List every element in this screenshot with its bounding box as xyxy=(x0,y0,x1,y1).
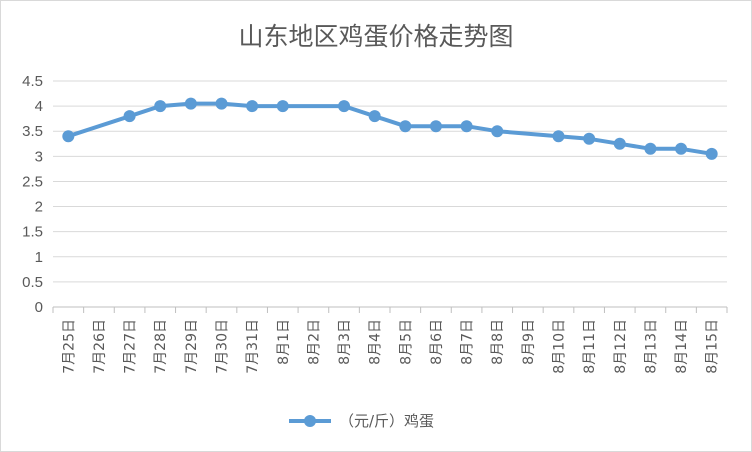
data-point xyxy=(675,142,688,155)
y-tick-label: 2 xyxy=(35,199,43,216)
y-tick-label: 2.5 xyxy=(22,173,43,190)
x-tick-label: 8月7日 xyxy=(460,319,476,365)
x-tick-label: 8月14日 xyxy=(674,319,690,374)
x-tick-label: 8月10日 xyxy=(552,319,568,374)
data-point xyxy=(184,97,197,110)
data-point xyxy=(644,142,657,155)
data-point xyxy=(123,110,136,123)
data-point xyxy=(552,130,565,143)
y-tick-label: 3.5 xyxy=(22,123,43,140)
x-tick-label: 8月15日 xyxy=(705,319,721,374)
series-eggs xyxy=(62,97,718,160)
x-tick-label: 8月2日 xyxy=(306,319,322,365)
data-point xyxy=(460,120,473,133)
data-point xyxy=(613,137,626,150)
x-tick-label: 8月6日 xyxy=(429,319,445,365)
y-tick-label: 4.5 xyxy=(22,73,43,90)
y-tick-label: 1 xyxy=(35,249,43,266)
x-tick-label: 8月9日 xyxy=(521,319,537,365)
x-tick-label: 7月31日 xyxy=(245,319,261,374)
x-tick-label: 8月13日 xyxy=(643,319,659,374)
x-tick-label: 7月30日 xyxy=(215,319,231,374)
data-point xyxy=(368,110,381,123)
y-tick-label: 0 xyxy=(35,299,43,316)
data-point xyxy=(276,100,289,113)
chart-title: 山东地区鸡蛋价格走势图 xyxy=(238,22,513,51)
x-axis xyxy=(52,306,728,313)
x-tick-label: 8月8日 xyxy=(490,319,506,365)
x-tick-label: 7月28日 xyxy=(153,319,169,374)
data-point xyxy=(338,100,351,113)
y-axis-ticks: 0 0.5 1 1.5 2 2.5 3 3.5 4 4.5 xyxy=(22,73,43,316)
legend: （元/斤）鸡蛋 xyxy=(289,412,434,430)
x-tick-label: 8月12日 xyxy=(613,319,629,374)
x-tick-label: 8月11日 xyxy=(582,319,598,374)
data-point xyxy=(583,132,596,145)
y-tick-label: 0.5 xyxy=(22,274,43,291)
x-tick-label: 7月29日 xyxy=(184,319,200,374)
legend-marker xyxy=(304,415,316,427)
data-point xyxy=(154,100,167,113)
y-tick-label: 1.5 xyxy=(22,224,43,241)
x-tick-label: 7月27日 xyxy=(123,319,139,374)
data-point xyxy=(399,120,412,133)
data-point xyxy=(429,120,442,133)
x-tick-label: 8月3日 xyxy=(337,319,353,365)
data-point xyxy=(215,97,228,110)
x-tick-label: 8月4日 xyxy=(368,319,384,365)
x-axis-ticks: 7月25日 7月26日 7月27日 7月28日 7月29日 7月30日 7月31日 8月1日 8… xyxy=(61,319,720,374)
data-point xyxy=(62,130,75,143)
data-point xyxy=(705,147,718,160)
x-tick-label: 8月5日 xyxy=(398,319,414,365)
x-tick-label: 8月1日 xyxy=(276,319,292,365)
y-tick-label: 4 xyxy=(35,98,43,115)
legend-label: （元/斤）鸡蛋 xyxy=(339,412,434,430)
data-point xyxy=(246,100,259,113)
x-tick-label: 7月25日 xyxy=(61,319,77,374)
y-tick-label: 3 xyxy=(35,148,43,165)
gridlines xyxy=(53,80,727,283)
data-point xyxy=(491,125,504,138)
x-tick-label: 7月26日 xyxy=(92,319,108,374)
